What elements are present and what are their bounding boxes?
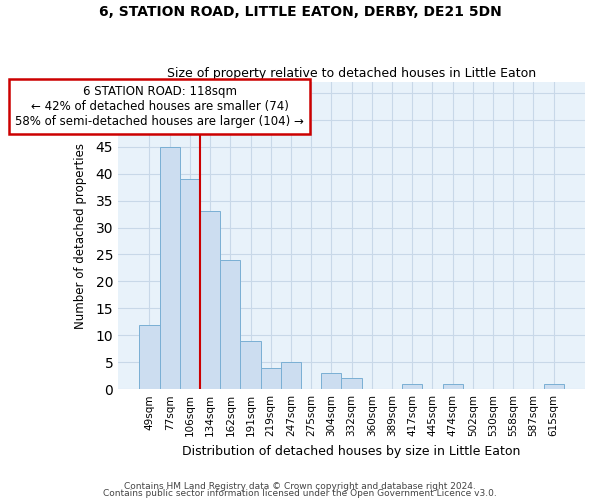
Bar	[200, 212, 220, 389]
Bar	[321, 373, 341, 389]
Text: Contains HM Land Registry data © Crown copyright and database right 2024.: Contains HM Land Registry data © Crown c…	[124, 482, 476, 491]
Bar	[241, 340, 260, 389]
Bar	[260, 368, 281, 389]
Bar	[544, 384, 564, 389]
Bar	[281, 362, 301, 389]
Text: 6, STATION ROAD, LITTLE EATON, DERBY, DE21 5DN: 6, STATION ROAD, LITTLE EATON, DERBY, DE…	[98, 5, 502, 19]
Bar	[180, 179, 200, 389]
Bar	[341, 378, 362, 389]
Bar	[160, 146, 180, 389]
Bar	[139, 324, 160, 389]
Bar	[220, 260, 241, 389]
Text: 6 STATION ROAD: 118sqm
← 42% of detached houses are smaller (74)
58% of semi-det: 6 STATION ROAD: 118sqm ← 42% of detached…	[15, 84, 304, 128]
Title: Size of property relative to detached houses in Little Eaton: Size of property relative to detached ho…	[167, 66, 536, 80]
Y-axis label: Number of detached properties: Number of detached properties	[74, 142, 88, 328]
Bar	[402, 384, 422, 389]
Bar	[443, 384, 463, 389]
Text: Contains public sector information licensed under the Open Government Licence v3: Contains public sector information licen…	[103, 490, 497, 498]
X-axis label: Distribution of detached houses by size in Little Eaton: Distribution of detached houses by size …	[182, 444, 521, 458]
